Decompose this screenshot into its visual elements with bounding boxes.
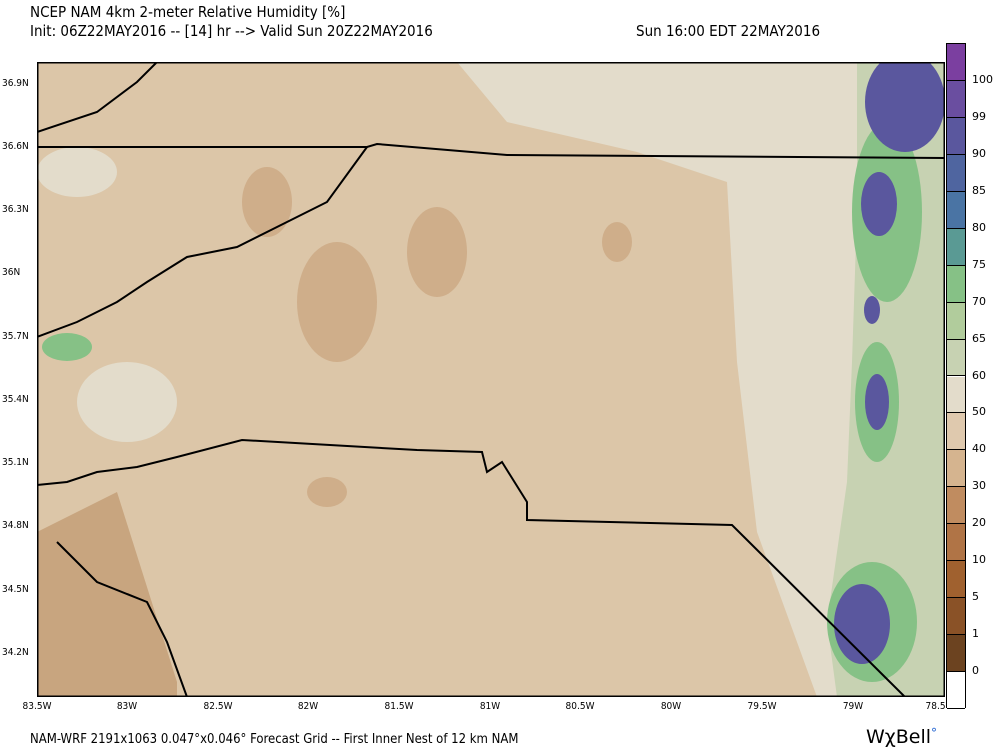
- moist-region: [861, 172, 897, 236]
- dry-region: [407, 207, 467, 297]
- init-valid-line: Init: 06Z22MAY2016 -- [14] hr --> Valid …: [30, 22, 433, 40]
- colorbar-label: 60: [972, 368, 986, 382]
- lon-label: 83.5W: [22, 701, 52, 712]
- colorbar-label: 20: [972, 516, 986, 530]
- colorbar-segment: [947, 154, 965, 192]
- sc-ga-border: [56, 541, 188, 697]
- lon-label: 81W: [479, 701, 501, 712]
- dry-region: [37, 492, 177, 697]
- colorbar-label: 40: [972, 442, 986, 456]
- moist-region: [864, 296, 880, 324]
- logo-dot-icon: °: [931, 726, 938, 740]
- colorbar-segment: [947, 44, 965, 81]
- colorbar-segment: [947, 524, 965, 562]
- colorbar-segment: [947, 672, 965, 709]
- lat-label: 35.7N: [2, 331, 29, 342]
- lat-label: 36.6N: [2, 141, 29, 152]
- colorbar-label: 10: [972, 553, 986, 567]
- colorbar-label: 0: [972, 664, 979, 678]
- lat-label: 35.1N: [2, 457, 29, 468]
- humidity-field: [37, 62, 945, 697]
- lat-label: 36N: [2, 267, 21, 278]
- colorbar-segment: [947, 302, 965, 340]
- state-borders: [37, 62, 945, 697]
- dry-region: [297, 242, 377, 362]
- lon-label: 80.5W: [565, 701, 595, 712]
- lat-label: 34.8N: [2, 520, 29, 531]
- lon-label: 81.5W: [384, 701, 414, 712]
- colorbar-label: 1: [972, 627, 979, 641]
- nc-sc-border: [37, 438, 906, 697]
- colorbar-segment: [947, 191, 965, 229]
- moist-region: [457, 62, 945, 697]
- colorbar-segment: [947, 561, 965, 599]
- colorbar-segment: [947, 376, 965, 414]
- nc-tn-border: [37, 146, 368, 338]
- colorbar-segment: [947, 265, 965, 303]
- moist-region: [865, 62, 945, 152]
- colorbar-label: 50: [972, 405, 986, 419]
- colorbar-label: 80: [972, 220, 986, 234]
- dry-region: [602, 222, 632, 262]
- colorbar-label: 85: [972, 183, 986, 197]
- map-title: NCEP NAM 4km 2-meter Relative Humidity […: [30, 3, 346, 21]
- va-nc-border: [37, 142, 945, 159]
- colorbar-segment: [947, 228, 965, 266]
- lat-label: 34.2N: [2, 647, 29, 658]
- lat-label: 36.3N: [2, 204, 29, 215]
- lon-label: 82.5W: [203, 701, 233, 712]
- colorbar-label: 75: [972, 257, 986, 271]
- moist-region: [77, 362, 177, 442]
- moist-region: [865, 374, 889, 430]
- colorbar-label: 90: [972, 146, 986, 160]
- lat-label: 34.5N: [2, 584, 29, 595]
- colorbar-segment: [947, 450, 965, 488]
- colorbar-segment: [947, 487, 965, 525]
- colorbar-label: 5: [972, 590, 979, 604]
- colorbar-segment: [947, 413, 965, 451]
- colorbar-segment: [947, 339, 965, 377]
- lon-label: 83W: [116, 701, 138, 712]
- lat-label: 35.4N: [2, 394, 29, 405]
- lon-label: 79.5W: [747, 701, 777, 712]
- lon-label: 80W: [660, 701, 682, 712]
- lon-label: 82W: [297, 701, 319, 712]
- logo-text: WχBell: [866, 726, 932, 748]
- colorbar-label: 30: [972, 479, 986, 493]
- colorbar-label: 70: [972, 294, 986, 308]
- valid-local-time: Sun 16:00 EDT 22MAY2016: [636, 22, 821, 40]
- colorbar-segment: [947, 117, 965, 155]
- colorbar-label: 99: [972, 109, 986, 123]
- wxbell-logo: WχBell°: [866, 726, 937, 748]
- colorbar: [946, 43, 966, 709]
- colorbar-label: 100: [972, 72, 993, 86]
- dry-region: [307, 477, 347, 507]
- lon-label: 79W: [842, 701, 864, 712]
- humidity-map: [37, 62, 945, 697]
- dry-region: [242, 167, 292, 237]
- colorbar-segment: [947, 598, 965, 636]
- va-ky-border: [37, 62, 158, 133]
- moist-region: [37, 147, 117, 197]
- lon-label: 78.5W: [925, 701, 955, 712]
- footer-text: NAM-WRF 2191x1063 0.047°x0.046° Forecast…: [30, 732, 519, 747]
- lat-label: 36.9N: [2, 78, 29, 89]
- moist-region: [834, 584, 890, 664]
- colorbar-segment: [947, 80, 965, 118]
- colorbar-label: 65: [972, 331, 986, 345]
- colorbar-segment: [947, 635, 965, 673]
- moist-region: [42, 333, 92, 361]
